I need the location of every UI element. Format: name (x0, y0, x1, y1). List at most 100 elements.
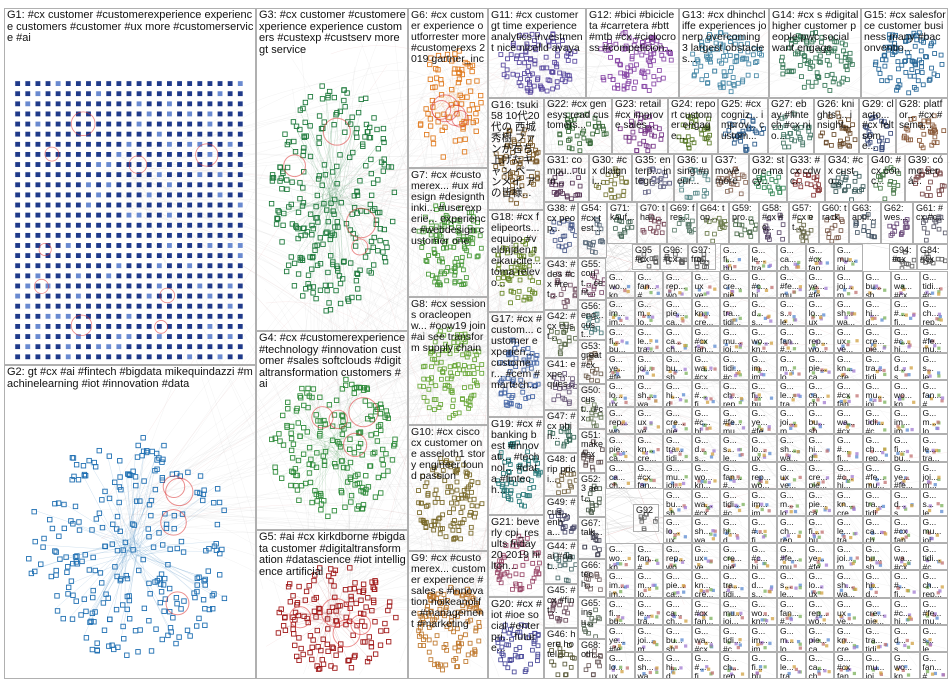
node (432, 640, 438, 646)
node (116, 499, 122, 506)
node (445, 484, 451, 490)
node (95, 222, 102, 229)
node (34, 151, 41, 158)
node (278, 175, 284, 181)
node (206, 121, 213, 128)
edge (125, 471, 136, 551)
node (136, 333, 143, 340)
self-loop (162, 475, 186, 498)
group-label: G32: store macy... (752, 155, 785, 187)
node (75, 100, 82, 107)
node (196, 161, 203, 168)
node (176, 272, 183, 279)
node (227, 313, 234, 320)
node (74, 553, 80, 559)
node (435, 496, 441, 501)
node (314, 192, 320, 199)
node (32, 538, 38, 545)
node (136, 303, 143, 310)
group-label: G22: #cx genesys read customers... (547, 99, 609, 131)
node (166, 161, 173, 168)
node (603, 192, 609, 198)
node (597, 547, 602, 552)
node (93, 516, 100, 522)
node (445, 489, 450, 495)
node (353, 600, 359, 607)
node (237, 293, 244, 300)
node (186, 90, 193, 97)
node (288, 254, 294, 260)
node (513, 571, 519, 577)
edge (277, 204, 334, 210)
node (83, 635, 90, 641)
node (146, 580, 152, 587)
node (156, 90, 163, 97)
group-cell-g10: G10: #cx cisco cx customer one asseloth1… (408, 425, 488, 551)
node (85, 252, 92, 259)
node (83, 608, 89, 615)
node (112, 479, 118, 485)
node (325, 269, 331, 276)
node (887, 223, 893, 229)
node (562, 661, 568, 667)
node (227, 212, 234, 219)
node (322, 282, 329, 289)
node (307, 254, 313, 260)
node (156, 530, 162, 536)
group-label: G6: #cx customer experience outforrester… (411, 9, 486, 66)
node (156, 161, 163, 168)
node (566, 488, 571, 494)
edge (130, 554, 169, 626)
node (357, 178, 363, 184)
node (125, 151, 132, 158)
node (340, 418, 346, 424)
node (133, 482, 139, 489)
node (442, 124, 448, 130)
group-label: G33: #cx cdwc... (790, 155, 821, 187)
node (129, 521, 136, 527)
node (562, 248, 568, 253)
node (879, 78, 885, 84)
node (148, 648, 155, 654)
node (377, 401, 384, 407)
node (103, 591, 109, 597)
group-label: G15: #cx salesforce customer business ma… (864, 9, 946, 55)
group-label: G63: appl... (852, 203, 877, 223)
edge (129, 555, 159, 582)
node (125, 80, 132, 87)
node (126, 616, 133, 622)
node (140, 556, 146, 563)
edge (322, 110, 335, 200)
node (829, 142, 834, 148)
node (105, 303, 112, 310)
node (311, 577, 317, 584)
node (196, 252, 203, 259)
edge (88, 544, 131, 620)
node (146, 303, 153, 310)
group-cell-g11: G11: #cx customer gt time experience ana… (488, 8, 586, 98)
group-cell-g6: G6: #cx customer experience outforrester… (408, 8, 488, 168)
node (307, 153, 314, 160)
node (166, 181, 173, 188)
node (347, 474, 353, 481)
node (125, 100, 132, 107)
edge (328, 202, 373, 207)
node (115, 201, 122, 209)
edge (138, 466, 156, 556)
node (371, 262, 377, 268)
node (336, 441, 342, 447)
edge (137, 487, 202, 545)
edge (328, 187, 333, 213)
node (336, 273, 343, 279)
node (136, 80, 143, 87)
node (44, 100, 52, 107)
node (318, 507, 324, 513)
node (227, 121, 234, 128)
node (176, 353, 183, 360)
node (474, 503, 480, 509)
node (148, 512, 154, 519)
node (72, 503, 79, 510)
edge (117, 458, 136, 550)
node (335, 224, 341, 230)
